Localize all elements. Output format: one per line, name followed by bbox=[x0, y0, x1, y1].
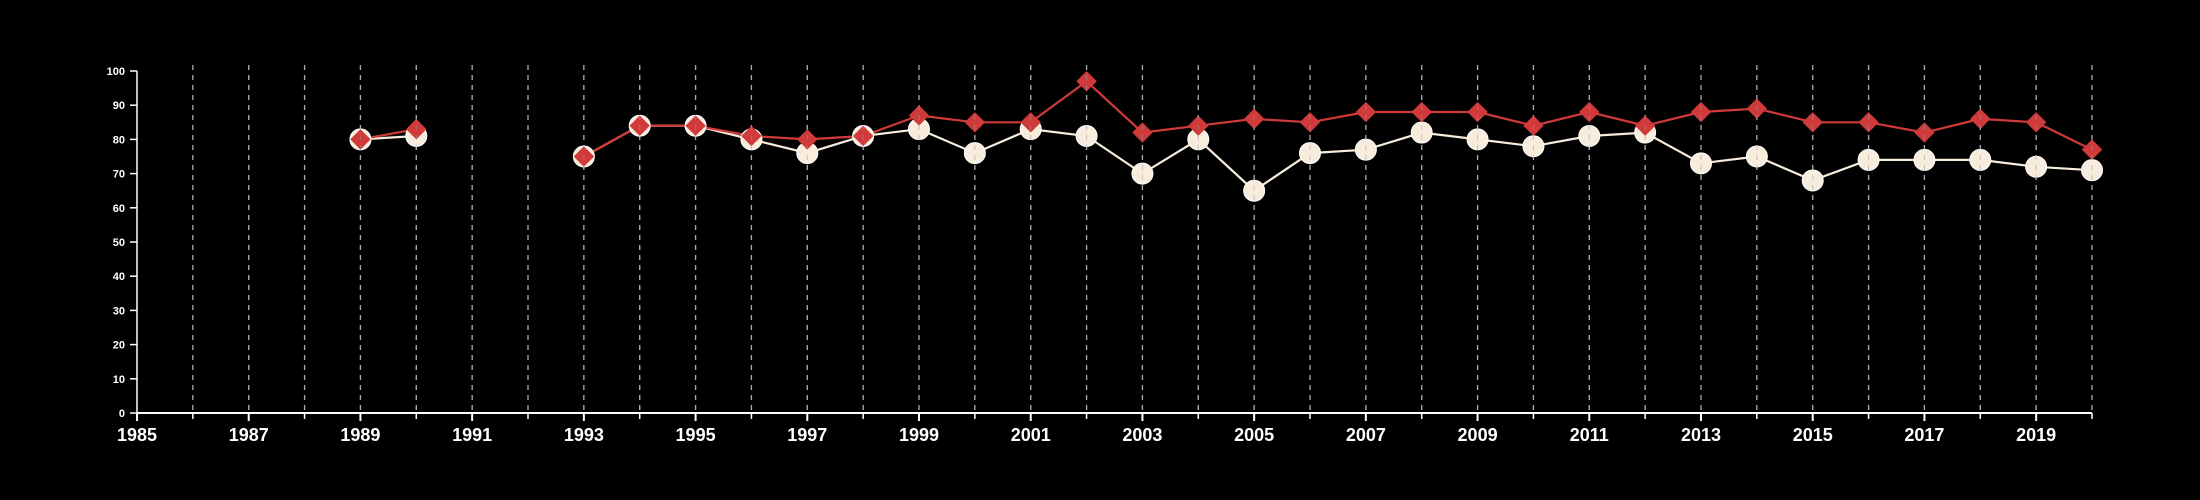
diamond-point-2003 bbox=[1132, 122, 1153, 143]
diamond-point-2007 bbox=[1355, 101, 1377, 123]
diamond-point-2017 bbox=[1914, 122, 1935, 143]
y-tick-label-100: 100 bbox=[107, 66, 125, 78]
circle-point-2006 bbox=[1299, 142, 1321, 165]
diamond-point-2009 bbox=[1467, 101, 1488, 123]
x-tick-label-2003: 2003 bbox=[1122, 425, 1162, 445]
y-tick-label-10: 10 bbox=[113, 374, 125, 386]
diamond-series-line-1 bbox=[583, 79, 2093, 158]
x-tick-label-1993: 1993 bbox=[564, 425, 604, 445]
x-tick-label-2011: 2011 bbox=[1570, 425, 1609, 445]
diamond-point-2001 bbox=[1020, 112, 1041, 133]
circle-series-line-1 bbox=[583, 124, 2093, 193]
circle-point-2005 bbox=[1243, 179, 1266, 202]
diamond-point-2019 bbox=[2025, 112, 2047, 133]
x-tick-label-2009: 2009 bbox=[1458, 425, 1498, 445]
y-tick-label-40: 40 bbox=[113, 271, 125, 283]
y-tick-label-20: 20 bbox=[113, 340, 125, 352]
diamond-point-2013 bbox=[1690, 101, 1712, 123]
x-tick-label-2017: 2017 bbox=[1904, 425, 1944, 445]
x-tick-label-1991: 1991 bbox=[452, 425, 492, 445]
y-tick-label-70: 70 bbox=[113, 169, 125, 181]
x-tick-label-2007: 2007 bbox=[1346, 425, 1386, 445]
x-tick-label-2015: 2015 bbox=[1793, 425, 1833, 445]
diamond-point-2002 bbox=[1076, 71, 1097, 92]
x-tick-label-2019: 2019 bbox=[2016, 425, 2056, 445]
x-tick-label-2005: 2005 bbox=[1234, 425, 1274, 445]
circle-point-2013 bbox=[1690, 152, 1712, 175]
y-tick-label-90: 90 bbox=[113, 100, 125, 112]
y-tick-label-60: 60 bbox=[113, 203, 125, 215]
y-tick-label-0: 0 bbox=[119, 408, 125, 420]
x-tick-label-1989: 1989 bbox=[340, 425, 380, 445]
diamond-point-2011 bbox=[1579, 101, 1600, 123]
diamond-point-2006 bbox=[1299, 112, 1321, 133]
diamond-point-2008 bbox=[1411, 101, 1432, 123]
x-tick-label-1985: 1985 bbox=[117, 425, 157, 445]
x-tick-label-2001: 2001 bbox=[1011, 425, 1051, 445]
axes: 0 10 20 30 40 50 60 70 80 90 100 1985 1987 1989 1991 19… bbox=[107, 66, 2093, 445]
circle-point-2000 bbox=[963, 142, 986, 165]
x-tick-label-1999: 1999 bbox=[899, 425, 939, 445]
x-tick-label-2013: 2013 bbox=[1681, 425, 1721, 445]
diamond-point-2015 bbox=[1802, 112, 1823, 133]
x-tick-label-1987: 1987 bbox=[229, 425, 269, 445]
series-layer bbox=[360, 79, 2093, 193]
diamond-point-2016 bbox=[1858, 112, 1879, 133]
y-tick-label-50: 50 bbox=[113, 237, 125, 249]
y-tick-label-30: 30 bbox=[113, 305, 125, 317]
diamond-point-2000 bbox=[964, 112, 986, 133]
y-tick-label-80: 80 bbox=[113, 134, 125, 146]
x-tick-label-1997: 1997 bbox=[787, 425, 827, 445]
x-tick-label-1995: 1995 bbox=[676, 425, 716, 445]
circle-point-2003 bbox=[1131, 162, 1154, 185]
markers-layer bbox=[192, 65, 2103, 413]
